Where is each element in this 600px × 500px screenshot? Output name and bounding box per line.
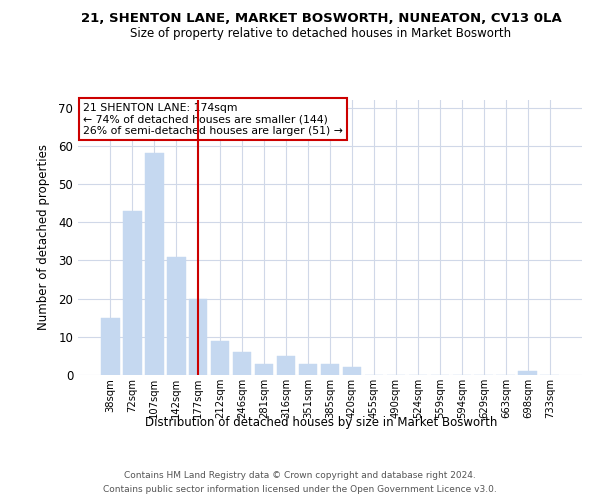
Text: 21 SHENTON LANE: 174sqm
← 74% of detached houses are smaller (144)
26% of semi-d: 21 SHENTON LANE: 174sqm ← 74% of detache… <box>83 103 343 136</box>
Text: Contains public sector information licensed under the Open Government Licence v3: Contains public sector information licen… <box>103 484 497 494</box>
Bar <box>123 211 142 375</box>
Text: Contains HM Land Registry data © Crown copyright and database right 2024.: Contains HM Land Registry data © Crown c… <box>124 472 476 480</box>
Bar <box>518 371 537 375</box>
Text: Size of property relative to detached houses in Market Bosworth: Size of property relative to detached ho… <box>130 28 512 40</box>
Bar <box>255 364 274 375</box>
Text: Distribution of detached houses by size in Market Bosworth: Distribution of detached houses by size … <box>145 416 497 429</box>
Y-axis label: Number of detached properties: Number of detached properties <box>37 144 50 330</box>
Bar <box>299 364 317 375</box>
Bar <box>189 298 208 375</box>
Bar <box>320 364 340 375</box>
Text: 21, SHENTON LANE, MARKET BOSWORTH, NUNEATON, CV13 0LA: 21, SHENTON LANE, MARKET BOSWORTH, NUNEA… <box>80 12 562 26</box>
Bar <box>145 154 164 375</box>
Bar <box>211 340 229 375</box>
Bar <box>101 318 119 375</box>
Bar <box>343 368 361 375</box>
Bar <box>233 352 251 375</box>
Bar <box>277 356 295 375</box>
Bar <box>167 256 185 375</box>
